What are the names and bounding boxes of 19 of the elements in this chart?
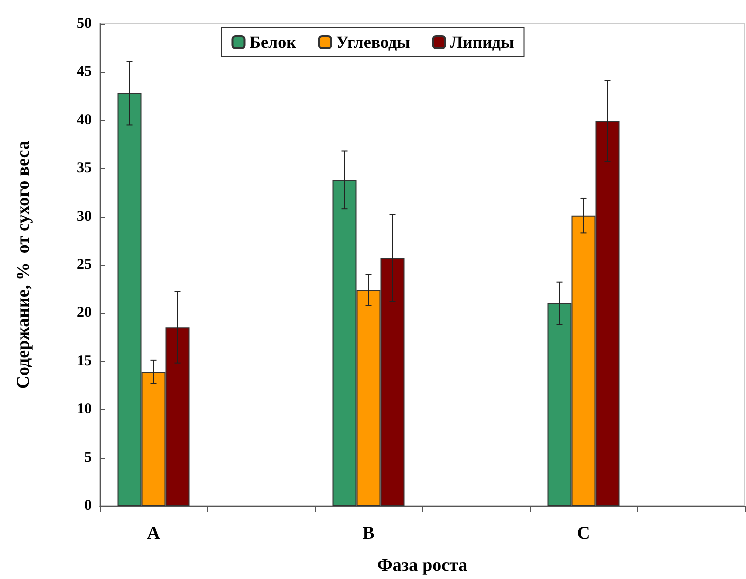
legend-label: Белок <box>250 33 297 52</box>
y-tick-label: 45 <box>77 64 92 80</box>
y-tick-label: 30 <box>77 208 92 225</box>
x-tick-label: A <box>147 523 160 543</box>
y-tick-label: 10 <box>77 402 92 418</box>
legend-label: Липиды <box>450 33 514 52</box>
y-tick-label: 40 <box>77 112 92 128</box>
y-tick-label: 15 <box>77 353 92 370</box>
y-tick-label: 50 <box>77 16 92 32</box>
y-tick-label: 20 <box>77 305 92 322</box>
y-tick-label: 0 <box>84 498 92 514</box>
x-tick-label: B <box>362 523 375 543</box>
x-tick-label: C <box>577 523 590 543</box>
y-tick-label: 25 <box>77 257 92 273</box>
y-tick-label: 35 <box>77 160 92 177</box>
x-axis-title: Фаза роста <box>377 555 468 575</box>
y-axis-title: Содержание, % от сухого веса <box>13 141 33 389</box>
y-tick-label: 5 <box>84 450 92 466</box>
legend-label: Углеводы <box>336 33 410 52</box>
